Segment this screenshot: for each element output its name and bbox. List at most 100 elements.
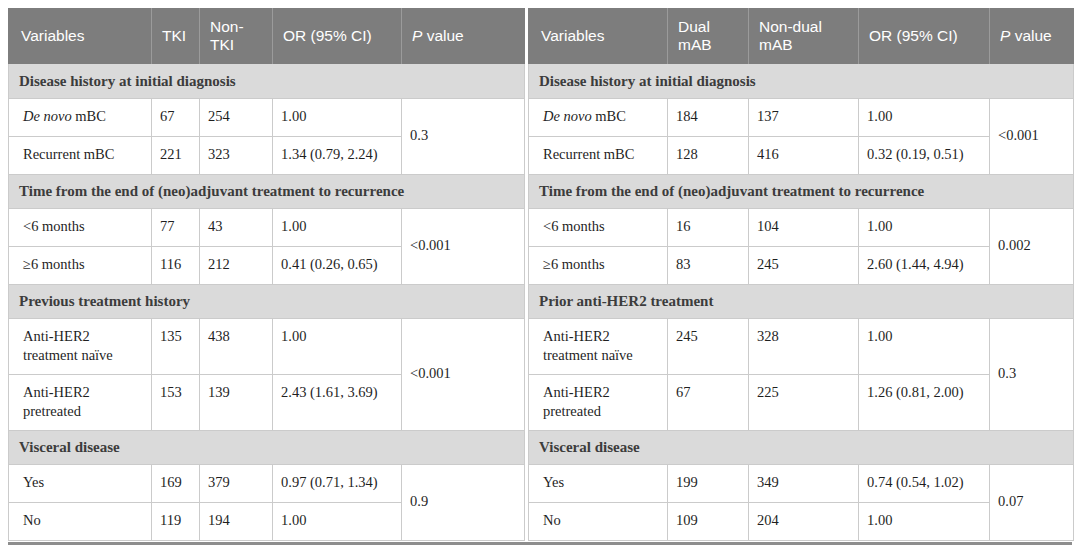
row-label: Anti-HER2 treatment naïve	[529, 318, 668, 374]
count-cell: 245	[668, 318, 749, 374]
section-header-row: Time from the end of (neo)adjuvant treat…	[529, 174, 1074, 208]
section-header-row: Disease history at initial diagnosis	[9, 64, 525, 98]
row-label: ≥6 months	[529, 246, 668, 284]
column-header: Variables	[9, 8, 152, 64]
count-cell: 135	[152, 318, 200, 374]
row-label: De novo mBC	[9, 98, 152, 136]
row-label: Anti-HER2 pretreated	[529, 374, 668, 430]
count-cell: 137	[749, 98, 859, 136]
odds-ratio-cell: 0.32 (0.19, 0.51)	[859, 136, 990, 174]
row-label: Anti-HER2 pretreated	[9, 374, 152, 430]
odds-ratio-cell: 2.60 (1.44, 4.94)	[859, 246, 990, 284]
statistics-figure: VariablesTKINon-TKIOR (95% CI)P value Di…	[0, 0, 1080, 545]
odds-ratio-cell: 1.00	[859, 208, 990, 246]
count-cell: 153	[152, 374, 200, 430]
section-title: Visceral disease	[9, 430, 525, 464]
column-header: OR (95% CI)	[273, 8, 402, 64]
count-cell: 199	[668, 464, 749, 502]
p-value-cell: <0.001	[402, 318, 525, 430]
odds-ratio-cell: 1.00	[273, 318, 402, 374]
section-title: Time from the end of (neo)adjuvant treat…	[9, 174, 525, 208]
odds-ratio-cell: 0.41 (0.26, 0.65)	[273, 246, 402, 284]
p-value-cell: 0.07	[990, 464, 1074, 540]
column-header: Variables	[529, 8, 668, 64]
count-cell: 67	[152, 98, 200, 136]
count-cell: 67	[668, 374, 749, 430]
mab-comparison-table: VariablesDual mABNon-dual mABOR (95% CI)…	[528, 8, 1074, 541]
row-label: Recurrent mBC	[9, 136, 152, 174]
p-value-cell: <0.001	[402, 208, 525, 284]
count-cell: 349	[749, 464, 859, 502]
table-row: Yes1693790.97 (0.71, 1.34)0.9	[9, 464, 525, 502]
count-cell: 109	[668, 502, 749, 540]
header-row: VariablesTKINon-TKIOR (95% CI)P value	[9, 8, 525, 64]
count-cell: 416	[749, 136, 859, 174]
count-cell: 254	[200, 98, 273, 136]
count-cell: 194	[200, 502, 273, 540]
column-header: P value	[402, 8, 525, 64]
odds-ratio-cell: 0.74 (0.54, 1.02)	[859, 464, 990, 502]
table-row: Yes1993490.74 (0.54, 1.02)0.07	[529, 464, 1074, 502]
mab-table-body: Disease history at initial diagnosisDe n…	[529, 64, 1074, 540]
odds-ratio-cell: 1.26 (0.81, 2.00)	[859, 374, 990, 430]
count-cell: 16	[668, 208, 749, 246]
table-row: Anti-HER2 treatment naïve2453281.000.3	[529, 318, 1074, 374]
row-label: No	[9, 502, 152, 540]
count-cell: 83	[668, 246, 749, 284]
count-cell: 104	[749, 208, 859, 246]
count-cell: 212	[200, 246, 273, 284]
odds-ratio-cell: 2.43 (1.61, 3.69)	[273, 374, 402, 430]
column-header: Non-TKI	[200, 8, 273, 64]
odds-ratio-cell: 0.97 (0.71, 1.34)	[273, 464, 402, 502]
tki-table-header: VariablesTKINon-TKIOR (95% CI)P value	[9, 8, 525, 64]
section-title: Visceral disease	[529, 430, 1074, 464]
count-cell: 77	[152, 208, 200, 246]
odds-ratio-cell: 1.34 (0.79, 2.24)	[273, 136, 402, 174]
odds-ratio-cell: 1.00	[273, 208, 402, 246]
row-label: Yes	[529, 464, 668, 502]
count-cell: 328	[749, 318, 859, 374]
odds-ratio-cell: 1.00	[859, 318, 990, 374]
row-label: Recurrent mBC	[529, 136, 668, 174]
section-header-row: Prior anti-HER2 treatment	[529, 284, 1074, 318]
row-label: Anti-HER2 treatment naïve	[9, 318, 152, 374]
row-label: <6 months	[529, 208, 668, 246]
row-label: Yes	[9, 464, 152, 502]
section-header-row: Time from the end of (neo)adjuvant treat…	[9, 174, 525, 208]
count-cell: 169	[152, 464, 200, 502]
tki-table-body: Disease history at initial diagnosisDe n…	[9, 64, 525, 540]
column-header: P value	[990, 8, 1074, 64]
section-title: Prior anti-HER2 treatment	[529, 284, 1074, 318]
table-row: De novo mBC1841371.00<0.001	[529, 98, 1074, 136]
odds-ratio-cell: 1.00	[273, 502, 402, 540]
header-row: VariablesDual mABNon-dual mABOR (95% CI)…	[529, 8, 1074, 64]
row-label: De novo mBC	[529, 98, 668, 136]
section-header-row: Visceral disease	[529, 430, 1074, 464]
p-value-cell: 0.002	[990, 208, 1074, 284]
mab-table-header: VariablesDual mABNon-dual mABOR (95% CI)…	[529, 8, 1074, 64]
column-header: Non-dual mAB	[749, 8, 859, 64]
p-value-cell: <0.001	[990, 98, 1074, 174]
odds-ratio-cell: 1.00	[859, 98, 990, 136]
count-cell: 221	[152, 136, 200, 174]
tki-comparison-table: VariablesTKINon-TKIOR (95% CI)P value Di…	[8, 8, 525, 541]
count-cell: 184	[668, 98, 749, 136]
section-header-row: Visceral disease	[9, 430, 525, 464]
section-title: Disease history at initial diagnosis	[9, 64, 525, 98]
section-header-row: Disease history at initial diagnosis	[529, 64, 1074, 98]
comparison-tables: VariablesTKINon-TKIOR (95% CI)P value Di…	[8, 8, 1072, 545]
section-title: Time from the end of (neo)adjuvant treat…	[529, 174, 1074, 208]
p-value-cell: 0.3	[402, 98, 525, 174]
count-cell: 379	[200, 464, 273, 502]
count-cell: 438	[200, 318, 273, 374]
count-cell: 225	[749, 374, 859, 430]
count-cell: 43	[200, 208, 273, 246]
row-label: ≥6 months	[9, 246, 152, 284]
table-row: De novo mBC672541.000.3	[9, 98, 525, 136]
table-row: Anti-HER2 treatment naïve1354381.00<0.00…	[9, 318, 525, 374]
count-cell: 323	[200, 136, 273, 174]
odds-ratio-cell: 1.00	[273, 98, 402, 136]
section-header-row: Previous treatment history	[9, 284, 525, 318]
p-value-cell: 0.9	[402, 464, 525, 540]
column-header: OR (95% CI)	[859, 8, 990, 64]
